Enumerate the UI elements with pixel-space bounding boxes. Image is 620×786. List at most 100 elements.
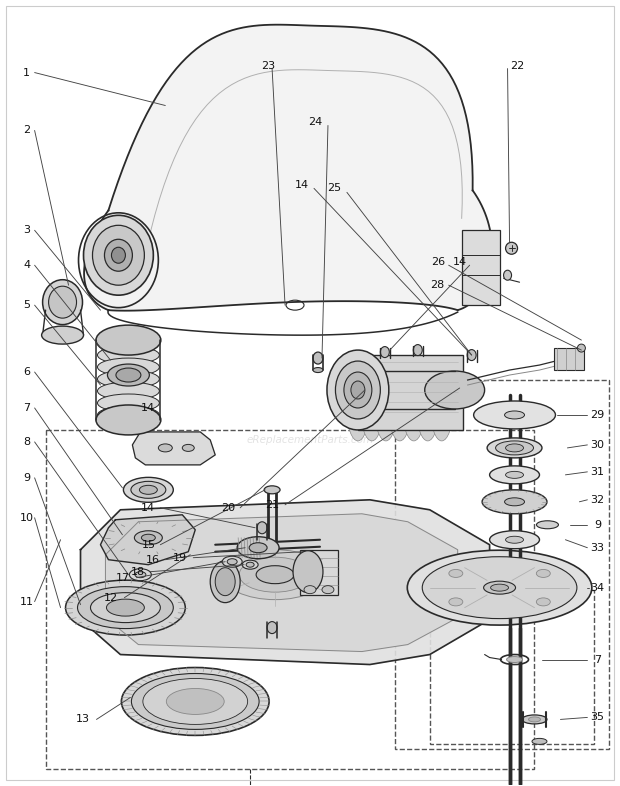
Bar <box>395 380 609 749</box>
Ellipse shape <box>257 522 267 534</box>
Ellipse shape <box>96 325 161 355</box>
Ellipse shape <box>375 379 397 441</box>
Ellipse shape <box>505 472 523 479</box>
Ellipse shape <box>107 599 144 616</box>
Text: 1: 1 <box>23 68 30 78</box>
Ellipse shape <box>577 344 585 352</box>
Ellipse shape <box>449 598 463 606</box>
Ellipse shape <box>536 598 551 606</box>
Ellipse shape <box>328 371 388 409</box>
Ellipse shape <box>505 498 525 506</box>
Bar <box>46 430 534 769</box>
Text: 18: 18 <box>131 567 146 577</box>
Ellipse shape <box>474 401 556 429</box>
Polygon shape <box>105 514 458 652</box>
Ellipse shape <box>166 689 224 714</box>
Polygon shape <box>100 515 195 564</box>
Bar <box>554 348 585 370</box>
Ellipse shape <box>322 586 334 593</box>
Text: 10: 10 <box>20 512 33 523</box>
Ellipse shape <box>182 444 194 451</box>
Text: 4: 4 <box>23 260 30 270</box>
Ellipse shape <box>222 556 242 567</box>
Text: 14: 14 <box>295 180 309 190</box>
Ellipse shape <box>505 411 525 419</box>
Text: 3: 3 <box>23 226 30 235</box>
Ellipse shape <box>130 569 151 581</box>
Ellipse shape <box>215 567 235 596</box>
Ellipse shape <box>293 551 323 593</box>
Ellipse shape <box>107 364 149 386</box>
Text: 2: 2 <box>23 126 30 135</box>
Ellipse shape <box>256 566 294 584</box>
Text: 5: 5 <box>23 300 30 310</box>
Ellipse shape <box>403 379 425 441</box>
Ellipse shape <box>414 344 422 355</box>
Bar <box>462 230 500 305</box>
Ellipse shape <box>482 490 547 514</box>
Ellipse shape <box>528 717 541 722</box>
Text: 24: 24 <box>308 117 322 127</box>
Text: 26: 26 <box>431 257 445 267</box>
Bar <box>358 355 463 430</box>
Text: 29: 29 <box>590 410 604 420</box>
Text: 7: 7 <box>23 403 30 413</box>
Ellipse shape <box>237 537 279 559</box>
Text: 11: 11 <box>20 597 33 607</box>
Text: 34: 34 <box>590 582 604 593</box>
Ellipse shape <box>97 346 159 364</box>
Ellipse shape <box>239 557 311 592</box>
Ellipse shape <box>313 352 323 364</box>
Ellipse shape <box>112 248 125 263</box>
Text: 30: 30 <box>590 440 604 450</box>
Ellipse shape <box>407 550 592 625</box>
Ellipse shape <box>361 379 383 441</box>
Ellipse shape <box>389 379 411 441</box>
Ellipse shape <box>131 674 259 729</box>
Ellipse shape <box>97 358 159 376</box>
Ellipse shape <box>96 405 161 435</box>
Text: 21: 21 <box>265 500 279 510</box>
Ellipse shape <box>347 379 369 441</box>
Ellipse shape <box>91 593 161 623</box>
Ellipse shape <box>48 286 76 318</box>
Ellipse shape <box>43 280 82 325</box>
Ellipse shape <box>104 239 133 271</box>
Ellipse shape <box>92 226 144 285</box>
Text: 28: 28 <box>430 280 445 290</box>
Bar <box>430 590 595 744</box>
Ellipse shape <box>344 372 372 408</box>
Ellipse shape <box>227 559 237 564</box>
Ellipse shape <box>123 477 174 502</box>
Ellipse shape <box>505 536 523 543</box>
Ellipse shape <box>264 486 280 494</box>
Ellipse shape <box>425 371 485 409</box>
Text: 22: 22 <box>510 61 525 71</box>
Text: eReplacementParts.com: eReplacementParts.com <box>246 435 374 445</box>
Ellipse shape <box>495 441 533 455</box>
Ellipse shape <box>97 394 159 412</box>
Ellipse shape <box>135 531 162 545</box>
Text: 16: 16 <box>145 555 159 564</box>
Text: 35: 35 <box>590 712 604 722</box>
Text: 7: 7 <box>594 655 601 664</box>
Ellipse shape <box>304 586 316 593</box>
Text: 8: 8 <box>23 437 30 447</box>
Polygon shape <box>81 500 490 664</box>
Ellipse shape <box>42 326 84 344</box>
Ellipse shape <box>143 678 247 725</box>
Ellipse shape <box>78 586 174 629</box>
Text: 15: 15 <box>141 540 156 549</box>
Text: 32: 32 <box>590 495 604 505</box>
Text: 9: 9 <box>23 473 30 483</box>
Ellipse shape <box>532 738 547 744</box>
Ellipse shape <box>141 534 156 542</box>
Ellipse shape <box>158 444 172 452</box>
Ellipse shape <box>131 481 166 498</box>
Ellipse shape <box>97 406 159 424</box>
Ellipse shape <box>135 571 146 578</box>
Ellipse shape <box>351 381 365 399</box>
Ellipse shape <box>97 370 159 388</box>
Ellipse shape <box>246 562 254 567</box>
Text: 31: 31 <box>590 467 604 477</box>
